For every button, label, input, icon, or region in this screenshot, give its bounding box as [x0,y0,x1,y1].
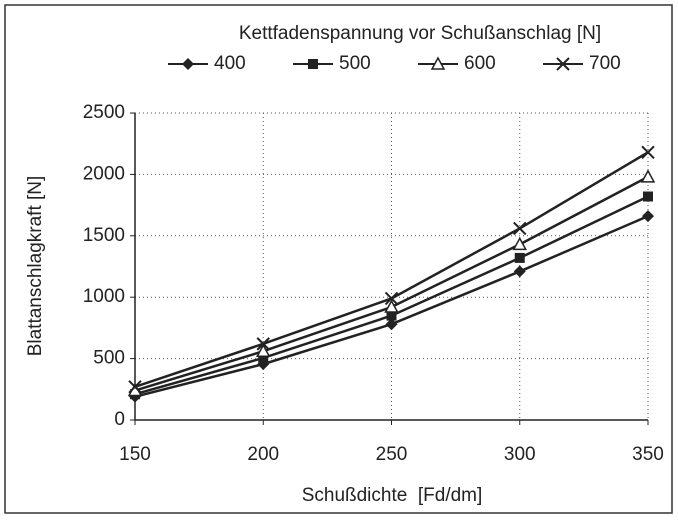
marker [643,191,653,202]
legend-label: 500 [339,53,371,74]
y-tick-label: 500 [93,348,125,369]
marker [384,291,399,306]
marker [514,252,525,263]
marker [513,265,526,278]
legend-marker [556,57,570,71]
x-axis-label: Schußdichte [Fd/dm] [302,485,483,506]
legend-marker [182,58,194,70]
marker [385,318,398,331]
marker [641,145,655,160]
legend-label: 600 [464,53,496,74]
y-tick-label: 1000 [83,286,125,307]
x-tick-label: 150 [119,444,151,465]
marker [512,236,528,251]
y-tick-label: 1500 [83,225,125,246]
marker [642,210,654,223]
y-axis-label: Blattanschlagkraft [N] [25,176,46,357]
marker [255,343,271,357]
marker [640,169,656,183]
legend-marker [430,56,446,70]
frame [4,4,673,514]
y-tick-label: 2000 [83,163,125,184]
x-tick-label: 250 [376,444,408,465]
marker [256,337,270,351]
marker [258,352,269,363]
marker [384,299,399,313]
y-tick-label: 2500 [83,102,125,123]
marker [513,221,527,236]
series-line [134,195,649,396]
x-tick-label: 300 [504,444,536,465]
legend-label: 400 [214,53,246,74]
y-tick-label: 0 [114,409,125,430]
legend-marker [308,59,318,69]
marker [128,380,142,394]
x-tick-label: 350 [632,444,664,465]
legend-title: Kettfadenspannung vor Schußanschlag [N] [239,23,601,44]
legend-label: 700 [589,53,621,74]
x-tick-label: 200 [247,444,279,465]
marker [386,310,397,321]
